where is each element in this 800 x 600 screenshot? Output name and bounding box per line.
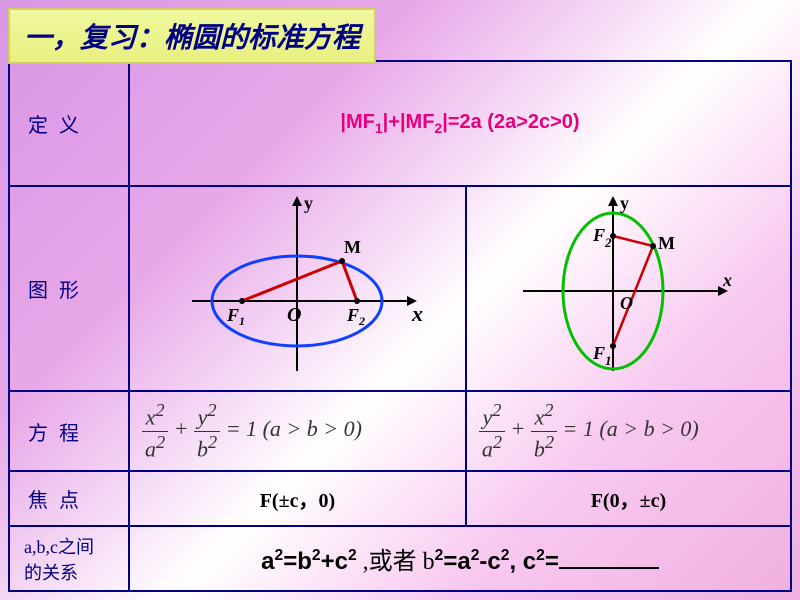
svg-text:O: O <box>287 304 301 326</box>
svg-text:y: y <box>620 193 629 213</box>
figure-header: 图 形 <box>9 186 129 391</box>
svg-text:x: x <box>411 301 423 326</box>
svg-text:F2: F2 <box>592 225 612 250</box>
svg-text:F1: F1 <box>226 305 245 328</box>
relation-header: a,b,c之间的关系 <box>9 526 129 591</box>
page-title: 一，复习：椭圆的标准方程 <box>8 8 376 64</box>
equation-header: 方 程 <box>9 391 129 471</box>
equation-vertical: y2a2 + x2b2 = 1 (a > b > 0) <box>466 391 791 471</box>
horizontal-ellipse-diagram: y x O M F1 F2 <box>129 186 466 391</box>
svg-text:M: M <box>658 233 675 253</box>
definition-cell: |MF1|+|MF2|=2a (2a>2c>0) <box>129 61 791 186</box>
figure-row: 图 形 y x O M F1 F2 <box>9 186 791 391</box>
svg-text:O: O <box>620 293 633 313</box>
equation-horizontal: x2a2 + y2b2 = 1 (a > b > 0) <box>129 391 466 471</box>
definition-row: 定 义 |MF1|+|MF2|=2a (2a>2c>0) <box>9 61 791 186</box>
blank-fill <box>559 550 659 569</box>
focus-vertical: F(0，±c) <box>466 471 791 526</box>
svg-text:y: y <box>304 193 313 213</box>
focus-header: 焦 点 <box>9 471 129 526</box>
vertical-ellipse-diagram: y x O M F2 F1 <box>466 186 791 391</box>
focus-horizontal: F(±c，0) <box>129 471 466 526</box>
relation-row: a,b,c之间的关系 a2=b2+c2 ,或者 b2=a2-c2, c2= <box>9 526 791 591</box>
equation-row: 方 程 x2a2 + y2b2 = 1 (a > b > 0) y2a2 + x… <box>9 391 791 471</box>
definition-header: 定 义 <box>9 61 129 186</box>
ellipse-table: 定 义 |MF1|+|MF2|=2a (2a>2c>0) 图 形 y x O <box>8 60 792 592</box>
relation-cell: a2=b2+c2 ,或者 b2=a2-c2, c2= <box>129 526 791 591</box>
svg-text:F2: F2 <box>346 305 365 328</box>
focus-row: 焦 点 F(±c，0) F(0，±c) <box>9 471 791 526</box>
svg-text:x: x <box>722 270 732 290</box>
svg-text:M: M <box>344 237 361 257</box>
